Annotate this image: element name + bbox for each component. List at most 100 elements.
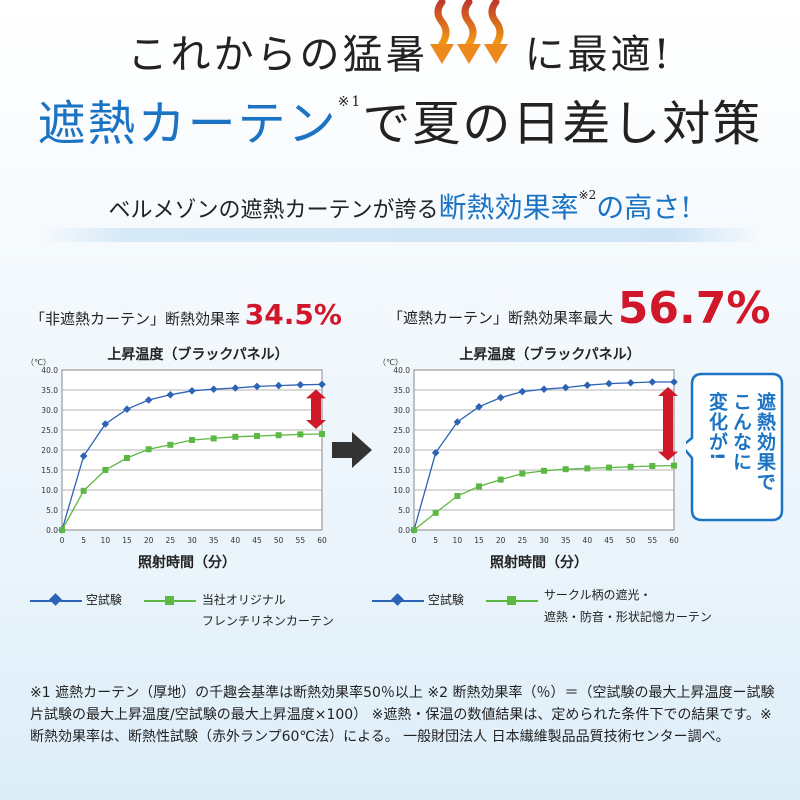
data-point	[432, 509, 439, 516]
data-point	[124, 455, 130, 461]
y-tick-label: 35.0	[393, 386, 410, 395]
chart-title: 上昇温度（ブラックパネル）	[459, 346, 640, 363]
footnote: ※1 遮熱カーテン（厚地）の千趣会基準は断熱効果率50％以上 ※2 断熱効果率（…	[30, 685, 775, 745]
data-point	[167, 441, 174, 448]
y-tick-label: 40.0	[393, 366, 410, 375]
chart-title: 上昇温度（ブラックパネル）	[107, 346, 288, 363]
y-tick-label: 40.0	[41, 366, 58, 375]
x-tick-label: 5	[81, 536, 86, 545]
y-tick-label: 10.0	[393, 486, 410, 495]
headline-dark-text: で夏の日差し対策	[362, 96, 763, 152]
data-point	[145, 446, 152, 453]
data-point	[561, 383, 570, 392]
data-point	[497, 476, 504, 483]
data-point	[583, 381, 592, 389]
y-tick-label: 30.0	[393, 406, 410, 415]
footnote-mark-1: ※1	[337, 94, 363, 110]
y-tick-label: 20.0	[41, 446, 58, 455]
x-tick-label: 10	[101, 536, 111, 545]
data-point	[541, 467, 547, 474]
data-point	[232, 433, 239, 440]
subline-highlight-bar	[40, 228, 760, 242]
y-tick-label: 25.0	[41, 426, 58, 435]
right-chart-heading: 「遮熱カーテン」断熱効果率最大 56.7%	[388, 283, 770, 334]
data-point	[626, 379, 635, 387]
subline-highlight: 断熱効果率	[438, 191, 579, 224]
x-tick-label: 60	[669, 536, 679, 545]
y-tick-label: 5.0	[46, 506, 58, 515]
x-axis-label: 照射時間（分）	[490, 554, 588, 571]
left-chart-heading: 「非遮熱カーテン」断熱効果率 34.5%	[30, 298, 342, 331]
x-tick-label: 40	[231, 536, 241, 545]
difference-arrow	[306, 389, 326, 429]
legend-label: 空試験	[427, 593, 464, 607]
callout-text: 遮熱効果で こんなに 変化が!	[706, 392, 776, 512]
x-tick-label: 55	[296, 536, 306, 545]
difference-arrow-shape	[306, 389, 326, 429]
headline-line1-left: これからの猛暑	[127, 32, 429, 78]
headline-line1-right: に最適!	[524, 32, 673, 78]
legend-label: 空試験	[85, 593, 122, 607]
data-point	[231, 384, 240, 392]
data-point	[101, 420, 110, 428]
data-point	[606, 464, 612, 471]
x-tick-label: 0	[412, 536, 417, 545]
data-point	[274, 381, 283, 390]
x-tick-label: 35	[209, 536, 219, 545]
data-point	[584, 465, 591, 472]
subline: ベルメゾンの遮熱カーテンが誇る断熱効果率※2の高さ!	[0, 186, 800, 226]
right-efficiency-value: 56.7%	[617, 283, 771, 334]
y-tick-label: 20.0	[393, 446, 410, 455]
x-tick-label: 20	[144, 536, 154, 545]
x-tick-label: 40	[583, 536, 593, 545]
data-point	[518, 387, 527, 396]
x-tick-label: 30	[539, 536, 549, 545]
data-point	[275, 432, 282, 439]
data-point	[319, 431, 325, 437]
callout-bubble	[686, 372, 784, 522]
y-tick-label: 5.0	[398, 506, 410, 515]
legend-item-product: サークル柄の遮光・ 遮熱・防音・形状記憶カーテン	[485, 584, 712, 628]
data-point	[519, 470, 526, 477]
x-tick-label: 25	[166, 536, 176, 545]
legend-green-line-icon	[485, 596, 538, 605]
x-tick-label: 55	[648, 536, 658, 545]
data-point	[297, 431, 304, 438]
legend-item-blank-test: 空試験	[30, 590, 122, 632]
headline-line2: 遮熱カーテン※1で夏の日差し対策	[0, 84, 800, 154]
footnote-mark-2: ※2	[578, 188, 597, 202]
left-efficiency-value: 34.5%	[244, 298, 342, 331]
data-point	[411, 527, 417, 533]
callout-col2: こんなに	[730, 392, 752, 472]
right-chart-label: 「遮熱カーテン」断熱効果率最大	[388, 309, 614, 327]
x-tick-label: 10	[453, 536, 463, 545]
y-tick-label: 0.0	[398, 526, 410, 535]
data-point	[649, 463, 656, 469]
unit-label: （℃）	[26, 358, 51, 367]
legend-blue-line-icon	[30, 592, 82, 606]
legend-blue-line-icon	[372, 592, 424, 606]
legend-item-product: 当社オリジナル フレンチリネンカーテン	[143, 590, 334, 632]
x-tick-label: 25	[518, 536, 528, 545]
y-tick-label: 25.0	[393, 426, 410, 435]
x-tick-label: 50	[274, 536, 284, 545]
x-tick-label: 35	[561, 536, 571, 545]
data-point	[102, 467, 109, 473]
x-tick-label: 20	[496, 536, 506, 545]
data-point	[648, 378, 657, 386]
x-tick-label: 5	[433, 536, 438, 545]
data-point	[80, 487, 87, 494]
legend-label: サークル柄の遮光・ 遮熱・防音・形状記憶カーテン	[543, 588, 712, 624]
x-tick-label: 30	[187, 536, 197, 545]
left-chart-label: 「非遮熱カーテン」断熱効果率	[30, 310, 241, 328]
x-axis-label: 照射時間（分）	[138, 554, 236, 571]
data-point	[254, 433, 260, 439]
data-point	[454, 493, 461, 499]
data-point	[210, 435, 217, 442]
data-point	[562, 466, 569, 473]
subline-prefix: ベルメゾンの遮熱カーテンが誇る	[108, 198, 439, 223]
y-tick-label: 15.0	[41, 466, 58, 475]
callout-col1: 遮熱効果で	[754, 392, 776, 492]
data-point	[476, 483, 482, 490]
left-legend: 空試験 当社オリジナル フレンチリネンカーテン	[30, 590, 334, 632]
